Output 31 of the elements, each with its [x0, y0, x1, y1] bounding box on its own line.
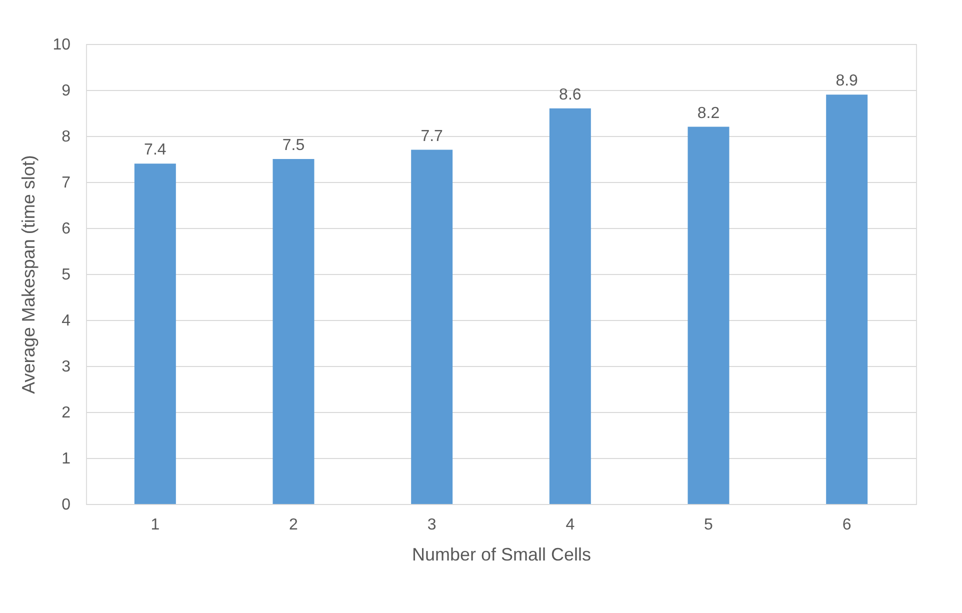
x-tick-label: 3 — [427, 516, 436, 534]
y-tick-label: 8 — [62, 128, 71, 146]
bar — [272, 159, 314, 504]
y-tick-label: 9 — [62, 82, 71, 100]
data-label: 7.4 — [144, 142, 166, 159]
x-tick-label: 2 — [289, 516, 298, 534]
data-label: 8.2 — [697, 104, 720, 122]
data-label: 8.6 — [559, 86, 582, 104]
bar — [411, 150, 453, 504]
y-tick-label: 7 — [62, 174, 71, 192]
bar — [549, 108, 591, 504]
data-label: 7.7 — [420, 128, 444, 145]
y-tick-label: 4 — [62, 312, 71, 330]
bar — [826, 94, 868, 504]
y-tick-label: 3 — [62, 358, 71, 376]
x-tick-label: 4 — [566, 516, 575, 534]
y-tick-label: 0 — [62, 496, 71, 514]
data-label: 8.9 — [836, 72, 858, 90]
bar — [134, 164, 176, 504]
x-tick-label: 5 — [704, 516, 714, 534]
data-label: 7.5 — [282, 137, 305, 154]
x-axis-title: Number of Small Cells — [412, 544, 592, 564]
bar — [688, 126, 730, 504]
y-tick-label: 1 — [62, 450, 71, 468]
y-tick-label: 6 — [62, 220, 71, 238]
y-tick-label: 10 — [52, 36, 71, 54]
y-tick-label: 2 — [62, 404, 71, 422]
x-tick-label: 1 — [150, 516, 160, 534]
y-tick-label: 5 — [62, 266, 71, 284]
x-tick-label: 6 — [842, 516, 852, 534]
y-axis-title: Average Makespan (time slot) — [18, 155, 39, 394]
